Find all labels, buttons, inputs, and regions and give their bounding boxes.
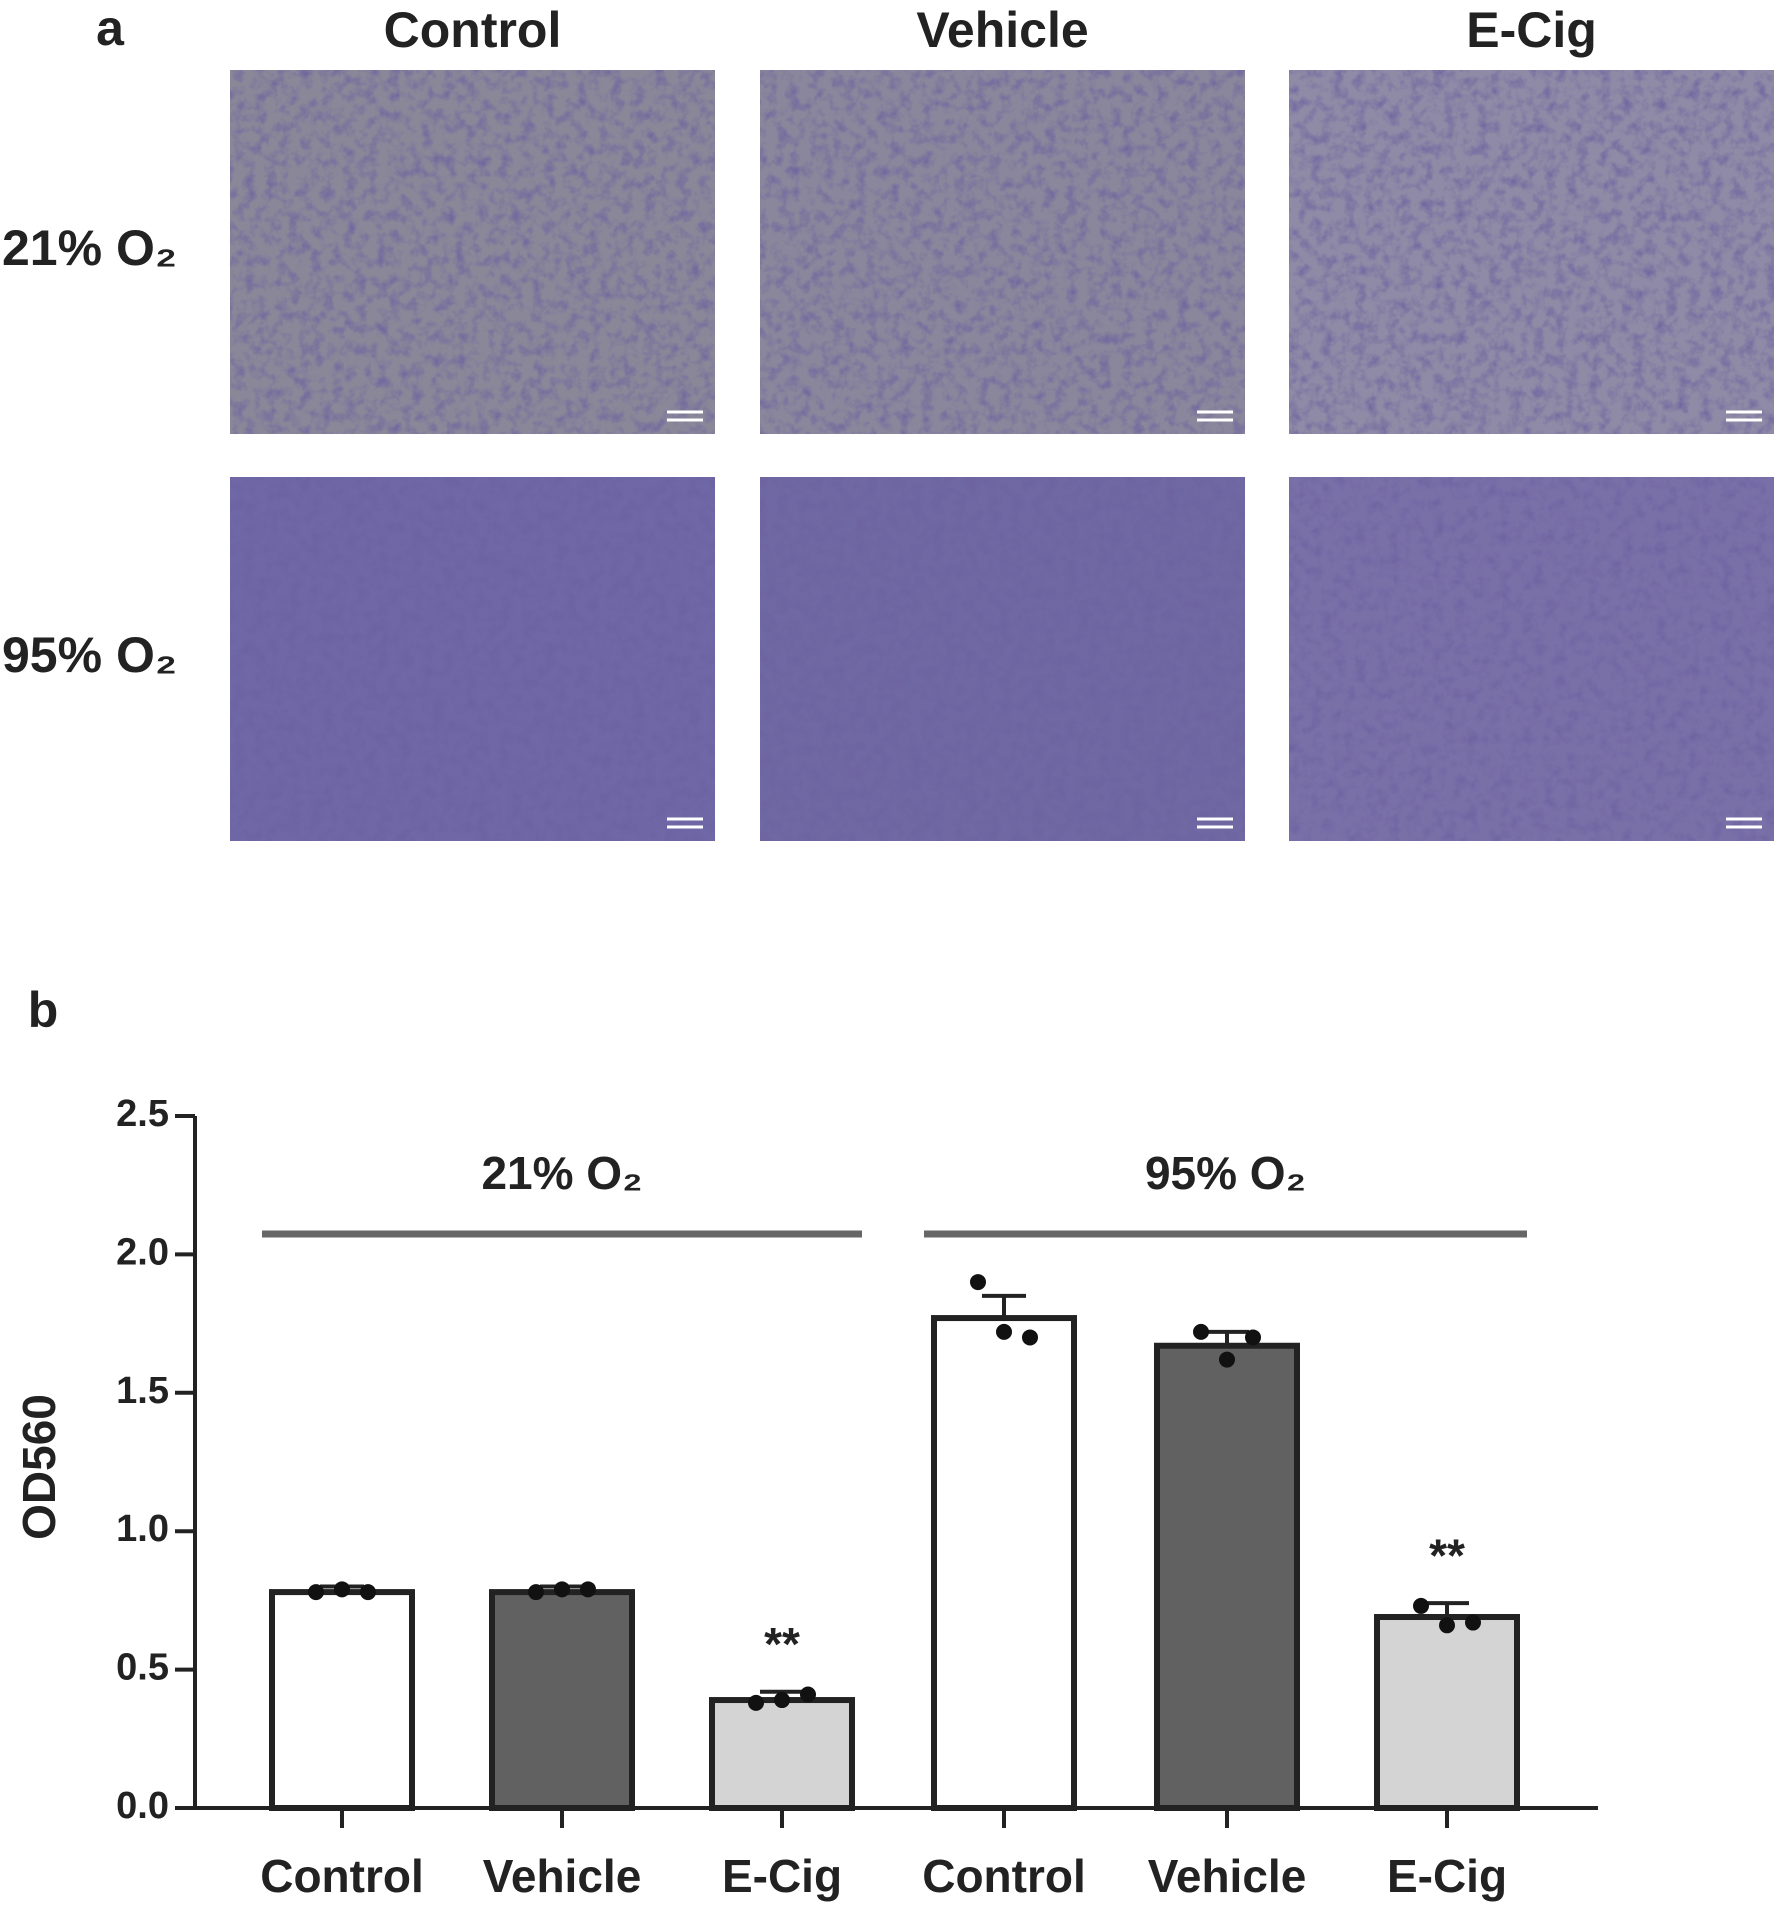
column-title: E-Cig — [1466, 2, 1597, 58]
row-label: 95% O₂ — [2, 627, 177, 683]
data-point — [774, 1692, 790, 1709]
data-point — [308, 1584, 324, 1601]
data-point — [996, 1323, 1012, 1340]
bar — [709, 1697, 855, 1811]
y-tick-label: 1.0 — [116, 1508, 169, 1550]
group-label: 95% O₂ — [1145, 1147, 1306, 1199]
micrograph-texture — [760, 477, 1245, 841]
data-point — [1413, 1597, 1429, 1614]
bar — [931, 1315, 1077, 1811]
y-tick-label: 0.0 — [116, 1785, 169, 1827]
micrograph-texture — [1289, 477, 1774, 841]
bar — [1374, 1614, 1520, 1812]
significance-label: ** — [1429, 1529, 1465, 1581]
data-point — [1465, 1614, 1481, 1631]
data-point — [1439, 1617, 1455, 1634]
panel-label: b — [28, 982, 59, 1038]
column-title: Vehicle — [916, 2, 1088, 58]
micrograph-texture — [230, 477, 715, 841]
group-label: 21% O₂ — [481, 1147, 642, 1199]
data-point — [800, 1686, 816, 1703]
bar — [1154, 1342, 1300, 1812]
y-axis-label: OD560 — [13, 1394, 65, 1540]
micrograph-texture — [760, 70, 1245, 434]
data-point — [1245, 1329, 1261, 1346]
data-point — [528, 1584, 544, 1601]
data-point — [554, 1581, 570, 1598]
significance-label: ** — [764, 1618, 800, 1670]
y-tick-label: 2.0 — [116, 1231, 169, 1273]
data-point — [1193, 1323, 1209, 1340]
bar — [269, 1589, 415, 1811]
x-tick-label: Vehicle — [483, 1850, 642, 1902]
data-point — [1022, 1329, 1038, 1346]
data-point — [580, 1581, 596, 1598]
data-point — [360, 1584, 376, 1601]
x-tick-label: E-Cig — [722, 1850, 842, 1902]
row-label: 21% O₂ — [2, 220, 177, 276]
x-tick-label: Control — [260, 1850, 424, 1902]
data-point — [748, 1694, 764, 1711]
data-point — [334, 1581, 350, 1598]
bar — [489, 1589, 635, 1811]
micrograph-texture — [1289, 70, 1774, 434]
micrograph-texture — [230, 70, 715, 434]
data-point — [970, 1274, 986, 1291]
panel-label: a — [96, 0, 125, 56]
data-point — [1219, 1351, 1235, 1368]
column-title: Control — [384, 2, 562, 58]
x-tick-label: Control — [922, 1850, 1086, 1902]
x-tick-label: E-Cig — [1387, 1850, 1507, 1902]
y-tick-label: 1.5 — [116, 1370, 169, 1412]
x-tick-label: Vehicle — [1148, 1850, 1307, 1902]
y-tick-label: 0.5 — [116, 1647, 169, 1689]
y-tick-label: 2.5 — [116, 1093, 169, 1135]
